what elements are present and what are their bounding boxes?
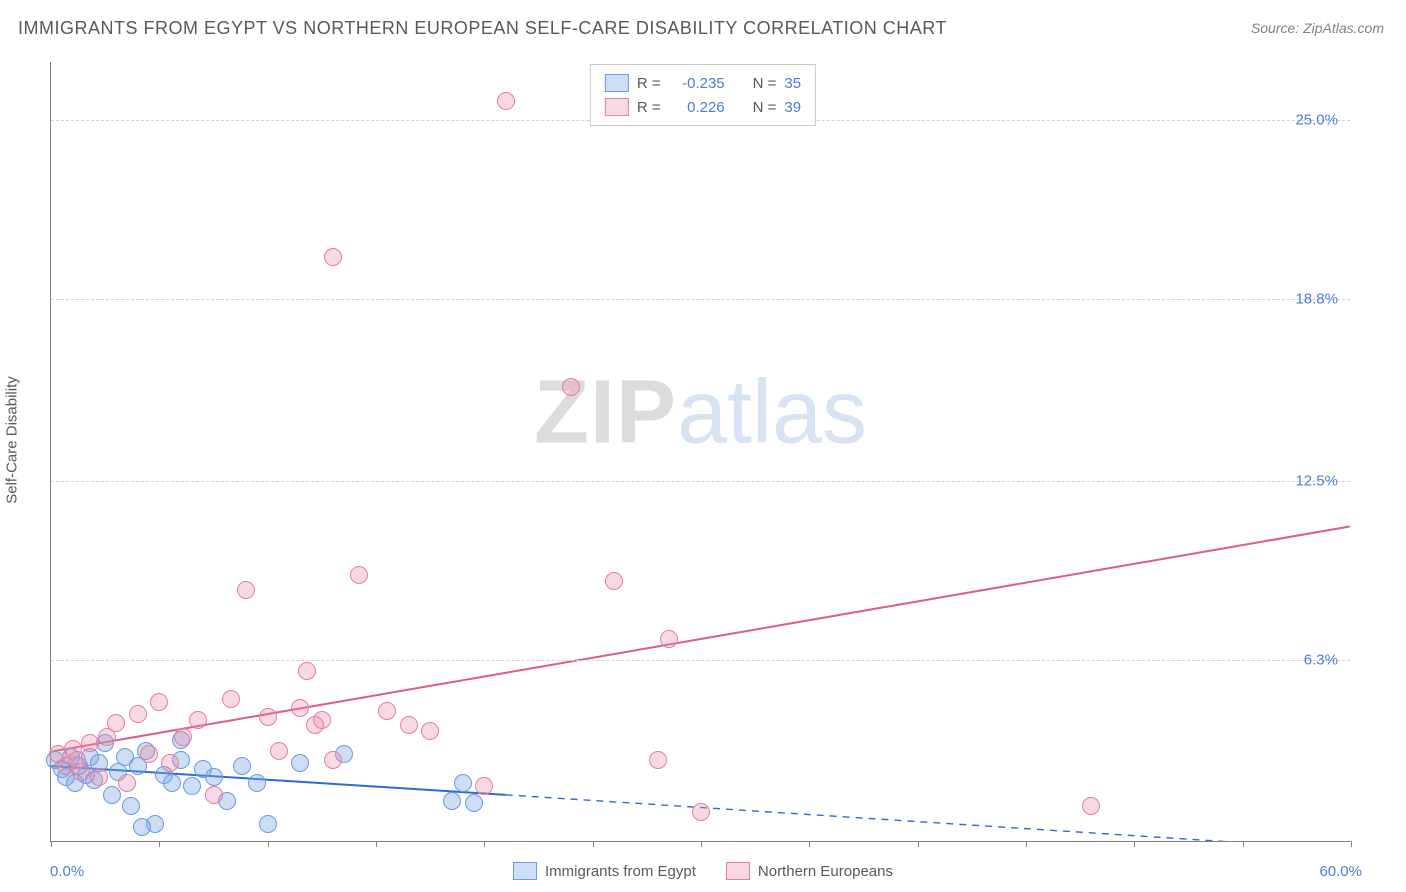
neuro-point: [692, 803, 710, 821]
gridline: [51, 299, 1350, 300]
x-tick: [51, 841, 52, 847]
chart-title: IMMIGRANTS FROM EGYPT VS NORTHERN EUROPE…: [18, 18, 947, 39]
egypt-point: [205, 768, 223, 786]
x-tick: [159, 841, 160, 847]
y-tick-label: 12.5%: [1295, 472, 1338, 489]
neuro-point: [605, 572, 623, 590]
egypt-point: [454, 774, 472, 792]
x-tick: [1134, 841, 1135, 847]
x-axis-min-label: 0.0%: [50, 863, 84, 880]
neuro-point: [161, 754, 179, 772]
neuro-point: [81, 734, 99, 752]
neuro-point: [118, 774, 136, 792]
neuro-point: [129, 705, 147, 723]
series-swatch-icon: [726, 862, 750, 880]
series-swatch-icon: [513, 862, 537, 880]
trend-lines-svg: [51, 62, 1350, 841]
neuro-point: [222, 690, 240, 708]
neuro-point: [562, 378, 580, 396]
neuro-point: [378, 702, 396, 720]
neuro-point: [140, 745, 158, 763]
egypt-point: [291, 754, 309, 772]
egypt-point: [163, 774, 181, 792]
neuro-point: [68, 751, 86, 769]
neuro-point: [324, 248, 342, 266]
neuro-point: [324, 751, 342, 769]
egypt-point: [122, 797, 140, 815]
neuro-point: [313, 711, 331, 729]
neuro-trendline: [51, 527, 1349, 752]
legend-n-value: 39: [784, 99, 801, 116]
x-tick: [701, 841, 702, 847]
egypt-point: [443, 792, 461, 810]
legend-r-value: -0.235: [669, 75, 725, 92]
x-axis-max-label: 60.0%: [1319, 863, 1362, 880]
x-tick: [1026, 841, 1027, 847]
neuro-point: [189, 711, 207, 729]
y-axis-title: Self-Care Disability: [4, 376, 21, 504]
x-tick: [593, 841, 594, 847]
x-tick: [376, 841, 377, 847]
neuro-point: [237, 581, 255, 599]
neuro-point: [107, 714, 125, 732]
neuro-point: [150, 693, 168, 711]
egypt-point: [465, 794, 483, 812]
correlation-legend: R = -0.235 N = 35 R = 0.226 N = 39: [590, 64, 816, 126]
neuro-point: [660, 630, 678, 648]
egypt-point: [133, 818, 151, 836]
neuro-point: [350, 566, 368, 584]
series-legend-item-neuro: Northern Europeans: [726, 862, 893, 880]
x-tick: [1243, 841, 1244, 847]
neuro-point: [400, 716, 418, 734]
neuro-point: [1082, 797, 1100, 815]
legend-n-label: N =: [753, 75, 777, 92]
legend-row-neuro: R = 0.226 N = 39: [605, 95, 801, 119]
watermark-atlas: atlas: [677, 362, 867, 462]
source-attribution: Source: ZipAtlas.com: [1251, 20, 1384, 36]
x-tick: [809, 841, 810, 847]
legend-swatch-icon: [605, 74, 629, 92]
neuro-point: [421, 722, 439, 740]
plot-area: ZIPatlas 6.3% 12.5% 18.8% 25.0%: [50, 62, 1350, 842]
y-tick-label: 18.8%: [1295, 290, 1338, 307]
legend-swatch-icon: [605, 98, 629, 116]
neuro-point: [475, 777, 493, 795]
legend-r-label: R =: [637, 99, 661, 116]
x-tick: [918, 841, 919, 847]
y-tick-label: 6.3%: [1304, 652, 1338, 669]
neuro-point: [259, 708, 277, 726]
series-legend: Immigrants from Egypt Northern Europeans: [513, 862, 893, 880]
neuro-point: [649, 751, 667, 769]
legend-row-egypt: R = -0.235 N = 35: [605, 71, 801, 95]
neuro-point: [90, 768, 108, 786]
egypt-trendline-extrapolated: [506, 795, 1350, 841]
neuro-point: [291, 699, 309, 717]
egypt-point: [248, 774, 266, 792]
series-label: Immigrants from Egypt: [545, 863, 696, 880]
neuro-point: [270, 742, 288, 760]
egypt-point: [259, 815, 277, 833]
legend-r-value: 0.226: [669, 99, 725, 116]
neuro-point: [298, 662, 316, 680]
y-tick-label: 25.0%: [1295, 111, 1338, 128]
watermark-zip: ZIP: [534, 362, 677, 462]
legend-n-label: N =: [753, 99, 777, 116]
series-label: Northern Europeans: [758, 863, 893, 880]
x-tick: [268, 841, 269, 847]
egypt-point: [103, 786, 121, 804]
neuro-point: [497, 92, 515, 110]
legend-r-label: R =: [637, 75, 661, 92]
gridline: [51, 481, 1350, 482]
x-tick: [1351, 841, 1352, 847]
watermark-logo: ZIPatlas: [534, 361, 867, 464]
neuro-point: [174, 728, 192, 746]
neuro-point: [205, 786, 223, 804]
x-tick: [484, 841, 485, 847]
gridline: [51, 660, 1350, 661]
egypt-point: [183, 777, 201, 795]
series-legend-item-egypt: Immigrants from Egypt: [513, 862, 696, 880]
legend-n-value: 35: [784, 75, 801, 92]
egypt-point: [233, 757, 251, 775]
